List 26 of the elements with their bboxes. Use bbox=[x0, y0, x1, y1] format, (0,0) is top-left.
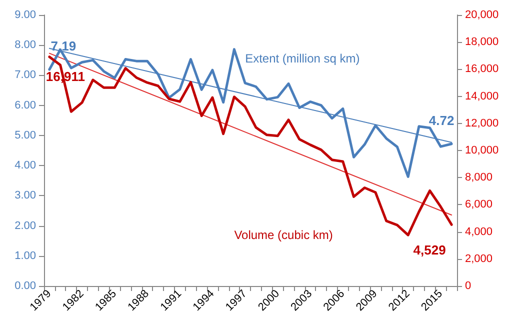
data-label: 7.19 bbox=[50, 38, 76, 54]
y2-tick-label: 4,000 bbox=[465, 226, 493, 238]
y2-tick-label: 14,000 bbox=[465, 90, 499, 102]
y-tick-label: 6.00 bbox=[14, 99, 36, 112]
y2-tick-label: 8,000 bbox=[465, 172, 493, 184]
y-tick-label: 5.00 bbox=[14, 129, 36, 142]
y2-tick-label: 0 bbox=[465, 280, 472, 292]
text: Volume (cubic km) bbox=[234, 228, 333, 242]
y2-tick-label: 12,000 bbox=[465, 117, 499, 130]
y-tick-label: 1.00 bbox=[14, 250, 36, 262]
y-tick-label: 8.00 bbox=[14, 39, 36, 52]
y-tick-label: 0.00 bbox=[14, 280, 36, 292]
y2-tick-label: 10,000 bbox=[465, 144, 499, 156]
y2-tick-label: 16,000 bbox=[465, 63, 499, 76]
data-label: 4,529 bbox=[413, 242, 446, 258]
data-label: 4.72 bbox=[428, 112, 454, 128]
y2-tick-label: 18,000 bbox=[465, 36, 499, 48]
y-tick-label: 3.00 bbox=[14, 190, 36, 202]
y2-tick-label: 20,000 bbox=[465, 9, 499, 21]
y2-tick-label: 2,000 bbox=[465, 252, 493, 265]
y2-tick-label: 6,000 bbox=[465, 198, 493, 211]
y-tick-label: 7.00 bbox=[14, 69, 36, 82]
y-tick-label: 9.00 bbox=[14, 9, 36, 21]
y-tick-label: 2.00 bbox=[14, 220, 36, 232]
y-tick-label: 4.00 bbox=[14, 160, 36, 172]
series-label: Extent (million sq km) bbox=[245, 52, 360, 66]
